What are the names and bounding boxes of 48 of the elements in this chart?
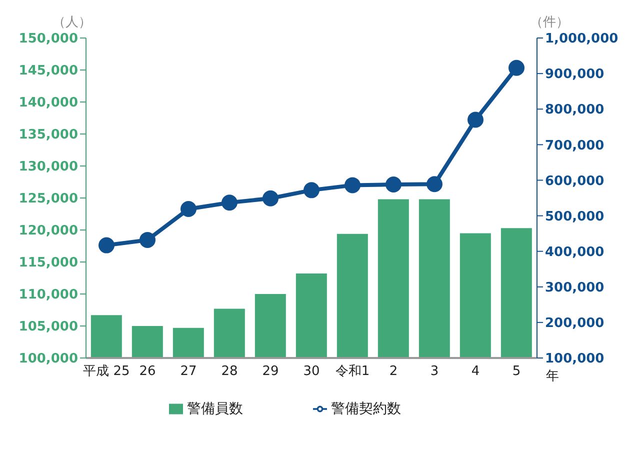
x-tick-label: 4 <box>471 364 480 380</box>
x-tick-label: 26 <box>139 364 156 380</box>
x-tick-label: 30 <box>303 364 320 380</box>
y2-tick-label: 200,000 <box>545 316 604 332</box>
y-tick-label: 125,000 <box>18 192 78 207</box>
y-tick-label: 120,000 <box>18 224 78 239</box>
y2-tick-label: 100,000 <box>545 352 604 367</box>
x-tick-label: 28 <box>221 364 238 380</box>
y-tick-label: 110,000 <box>18 288 78 303</box>
y-tick-label: 105,000 <box>18 320 78 335</box>
x-tick-label: 29 <box>262 364 279 380</box>
x-tick-label: 平成 25 <box>83 364 130 380</box>
y2-axis-title: （件） <box>530 15 569 30</box>
y-tick-label: 135,000 <box>18 128 78 143</box>
point <box>468 112 484 128</box>
point <box>262 190 278 206</box>
point <box>304 182 320 198</box>
point <box>386 176 402 192</box>
y2-tick-label: 1,000,000 <box>545 32 618 47</box>
point <box>344 177 360 194</box>
y-tick-label: 100,000 <box>18 352 78 367</box>
legend-label: 警備員数 <box>187 401 243 417</box>
point <box>140 232 156 248</box>
point <box>180 201 196 218</box>
y-tick-label: 150,000 <box>18 32 78 47</box>
x-tick-label: 2 <box>389 364 398 380</box>
y-tick-label: 130,000 <box>18 160 78 175</box>
x-axis-title: 年 <box>546 369 559 384</box>
y2-tick-label: 800,000 <box>545 102 604 118</box>
y-tick-label: 140,000 <box>18 96 78 111</box>
point <box>222 194 238 211</box>
x-tick-label: 令和1 <box>335 364 370 380</box>
legend-label: 警備契約数 <box>331 401 401 417</box>
point <box>98 237 114 254</box>
y2-tick-label: 700,000 <box>545 138 604 154</box>
y2-tick-label: 400,000 <box>545 244 604 260</box>
y2-tick-label: 600,000 <box>545 174 604 189</box>
y2-tick-label: 900,000 <box>545 67 604 82</box>
x-tick-label: 3 <box>430 364 439 380</box>
point <box>426 176 442 192</box>
y2-tick-label: 300,000 <box>545 280 604 296</box>
x-tick-label: 5 <box>512 364 521 380</box>
y-tick-label: 115,000 <box>18 256 78 271</box>
point <box>508 60 524 76</box>
y2-tick-label: 500,000 <box>545 209 604 224</box>
y-axis-title: （人） <box>52 15 92 30</box>
x-tick-label: 27 <box>180 364 197 380</box>
y-tick-label: 145,000 <box>18 64 78 79</box>
